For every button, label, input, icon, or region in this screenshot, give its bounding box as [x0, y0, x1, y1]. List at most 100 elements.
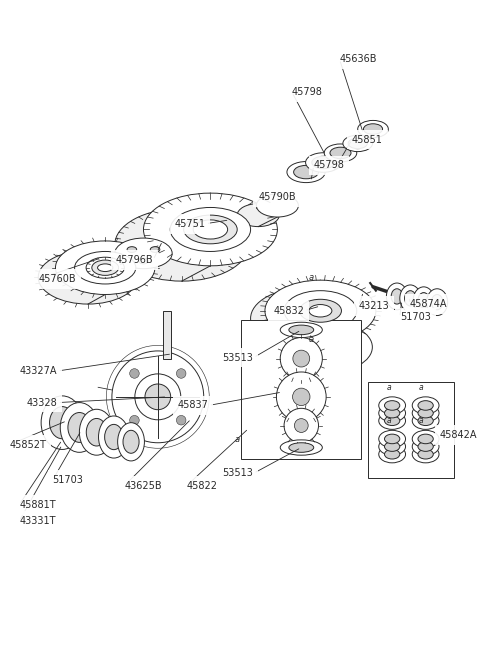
Text: 45798: 45798 [314, 160, 345, 170]
Text: 43213: 43213 [359, 301, 389, 311]
Text: 45760B: 45760B [38, 274, 76, 284]
Ellipse shape [358, 121, 388, 138]
Ellipse shape [363, 124, 383, 134]
Ellipse shape [115, 208, 249, 281]
Ellipse shape [418, 441, 433, 451]
Ellipse shape [150, 247, 160, 252]
Ellipse shape [289, 443, 314, 453]
Circle shape [177, 415, 186, 425]
Text: 45751: 45751 [175, 219, 205, 229]
Ellipse shape [105, 424, 123, 449]
Ellipse shape [92, 260, 119, 275]
Text: 43331T: 43331T [19, 516, 56, 526]
Ellipse shape [379, 397, 406, 414]
Text: a: a [387, 383, 392, 392]
Bar [163, 310, 171, 358]
Ellipse shape [412, 438, 439, 455]
Ellipse shape [413, 287, 434, 314]
Ellipse shape [294, 165, 319, 179]
Ellipse shape [386, 283, 408, 310]
Circle shape [135, 374, 181, 420]
Text: a: a [419, 383, 423, 392]
Text: 51703: 51703 [400, 312, 431, 322]
Text: a: a [308, 335, 313, 344]
Ellipse shape [418, 434, 433, 443]
Text: 43327A: 43327A [20, 366, 58, 376]
Ellipse shape [86, 419, 107, 446]
Ellipse shape [193, 220, 228, 239]
Ellipse shape [379, 405, 406, 422]
Ellipse shape [300, 299, 341, 322]
Ellipse shape [348, 138, 367, 149]
Ellipse shape [170, 208, 251, 252]
Text: 53513: 53513 [223, 352, 253, 363]
Circle shape [130, 415, 139, 425]
Text: 45881T: 45881T [19, 500, 56, 510]
Ellipse shape [330, 147, 351, 159]
Text: a: a [235, 436, 240, 444]
Text: 45790B: 45790B [258, 192, 296, 202]
Ellipse shape [432, 295, 443, 310]
Ellipse shape [280, 440, 323, 455]
Ellipse shape [412, 397, 439, 414]
Text: 45852T: 45852T [10, 440, 47, 450]
Text: a: a [308, 272, 313, 282]
Text: 43328: 43328 [26, 398, 58, 407]
Text: 45822: 45822 [187, 481, 217, 491]
Ellipse shape [324, 144, 357, 162]
Text: 45832: 45832 [273, 306, 304, 316]
Ellipse shape [86, 257, 124, 278]
Ellipse shape [427, 289, 448, 316]
Ellipse shape [184, 215, 237, 244]
Ellipse shape [41, 396, 83, 449]
Circle shape [276, 372, 326, 422]
Ellipse shape [405, 291, 416, 306]
Text: a: a [419, 417, 423, 425]
Ellipse shape [237, 204, 279, 227]
Ellipse shape [284, 291, 357, 331]
Circle shape [112, 351, 204, 443]
Circle shape [294, 419, 308, 432]
Text: 45837: 45837 [178, 400, 208, 411]
Circle shape [293, 388, 310, 405]
Ellipse shape [265, 280, 376, 341]
Ellipse shape [280, 322, 323, 337]
Ellipse shape [412, 412, 439, 430]
Text: 45636B: 45636B [339, 54, 377, 64]
Text: a: a [387, 417, 392, 425]
Ellipse shape [49, 407, 75, 439]
Ellipse shape [384, 401, 400, 410]
Ellipse shape [123, 430, 139, 453]
Ellipse shape [379, 445, 406, 463]
Text: 45851: 45851 [352, 134, 383, 145]
Ellipse shape [295, 330, 356, 364]
Ellipse shape [384, 441, 400, 451]
Bar [241, 320, 360, 459]
Ellipse shape [287, 162, 325, 183]
Text: 45796B: 45796B [115, 255, 153, 265]
Text: 45874A: 45874A [409, 299, 447, 309]
Ellipse shape [343, 135, 372, 151]
Bar [368, 383, 454, 478]
Ellipse shape [384, 416, 400, 426]
Text: 45798: 45798 [292, 86, 323, 97]
Circle shape [145, 384, 171, 409]
Circle shape [177, 369, 186, 378]
Ellipse shape [115, 238, 172, 269]
Circle shape [284, 408, 319, 443]
Ellipse shape [68, 413, 91, 442]
Ellipse shape [278, 321, 372, 373]
Ellipse shape [139, 258, 148, 264]
Ellipse shape [97, 264, 113, 272]
Ellipse shape [418, 416, 433, 426]
Ellipse shape [56, 241, 155, 295]
Ellipse shape [400, 285, 421, 312]
Ellipse shape [289, 325, 314, 335]
Ellipse shape [418, 408, 433, 418]
Text: 53513: 53513 [223, 468, 253, 478]
Circle shape [130, 369, 139, 378]
Ellipse shape [127, 247, 137, 252]
Ellipse shape [384, 449, 400, 459]
Ellipse shape [391, 289, 403, 304]
Ellipse shape [118, 422, 144, 461]
